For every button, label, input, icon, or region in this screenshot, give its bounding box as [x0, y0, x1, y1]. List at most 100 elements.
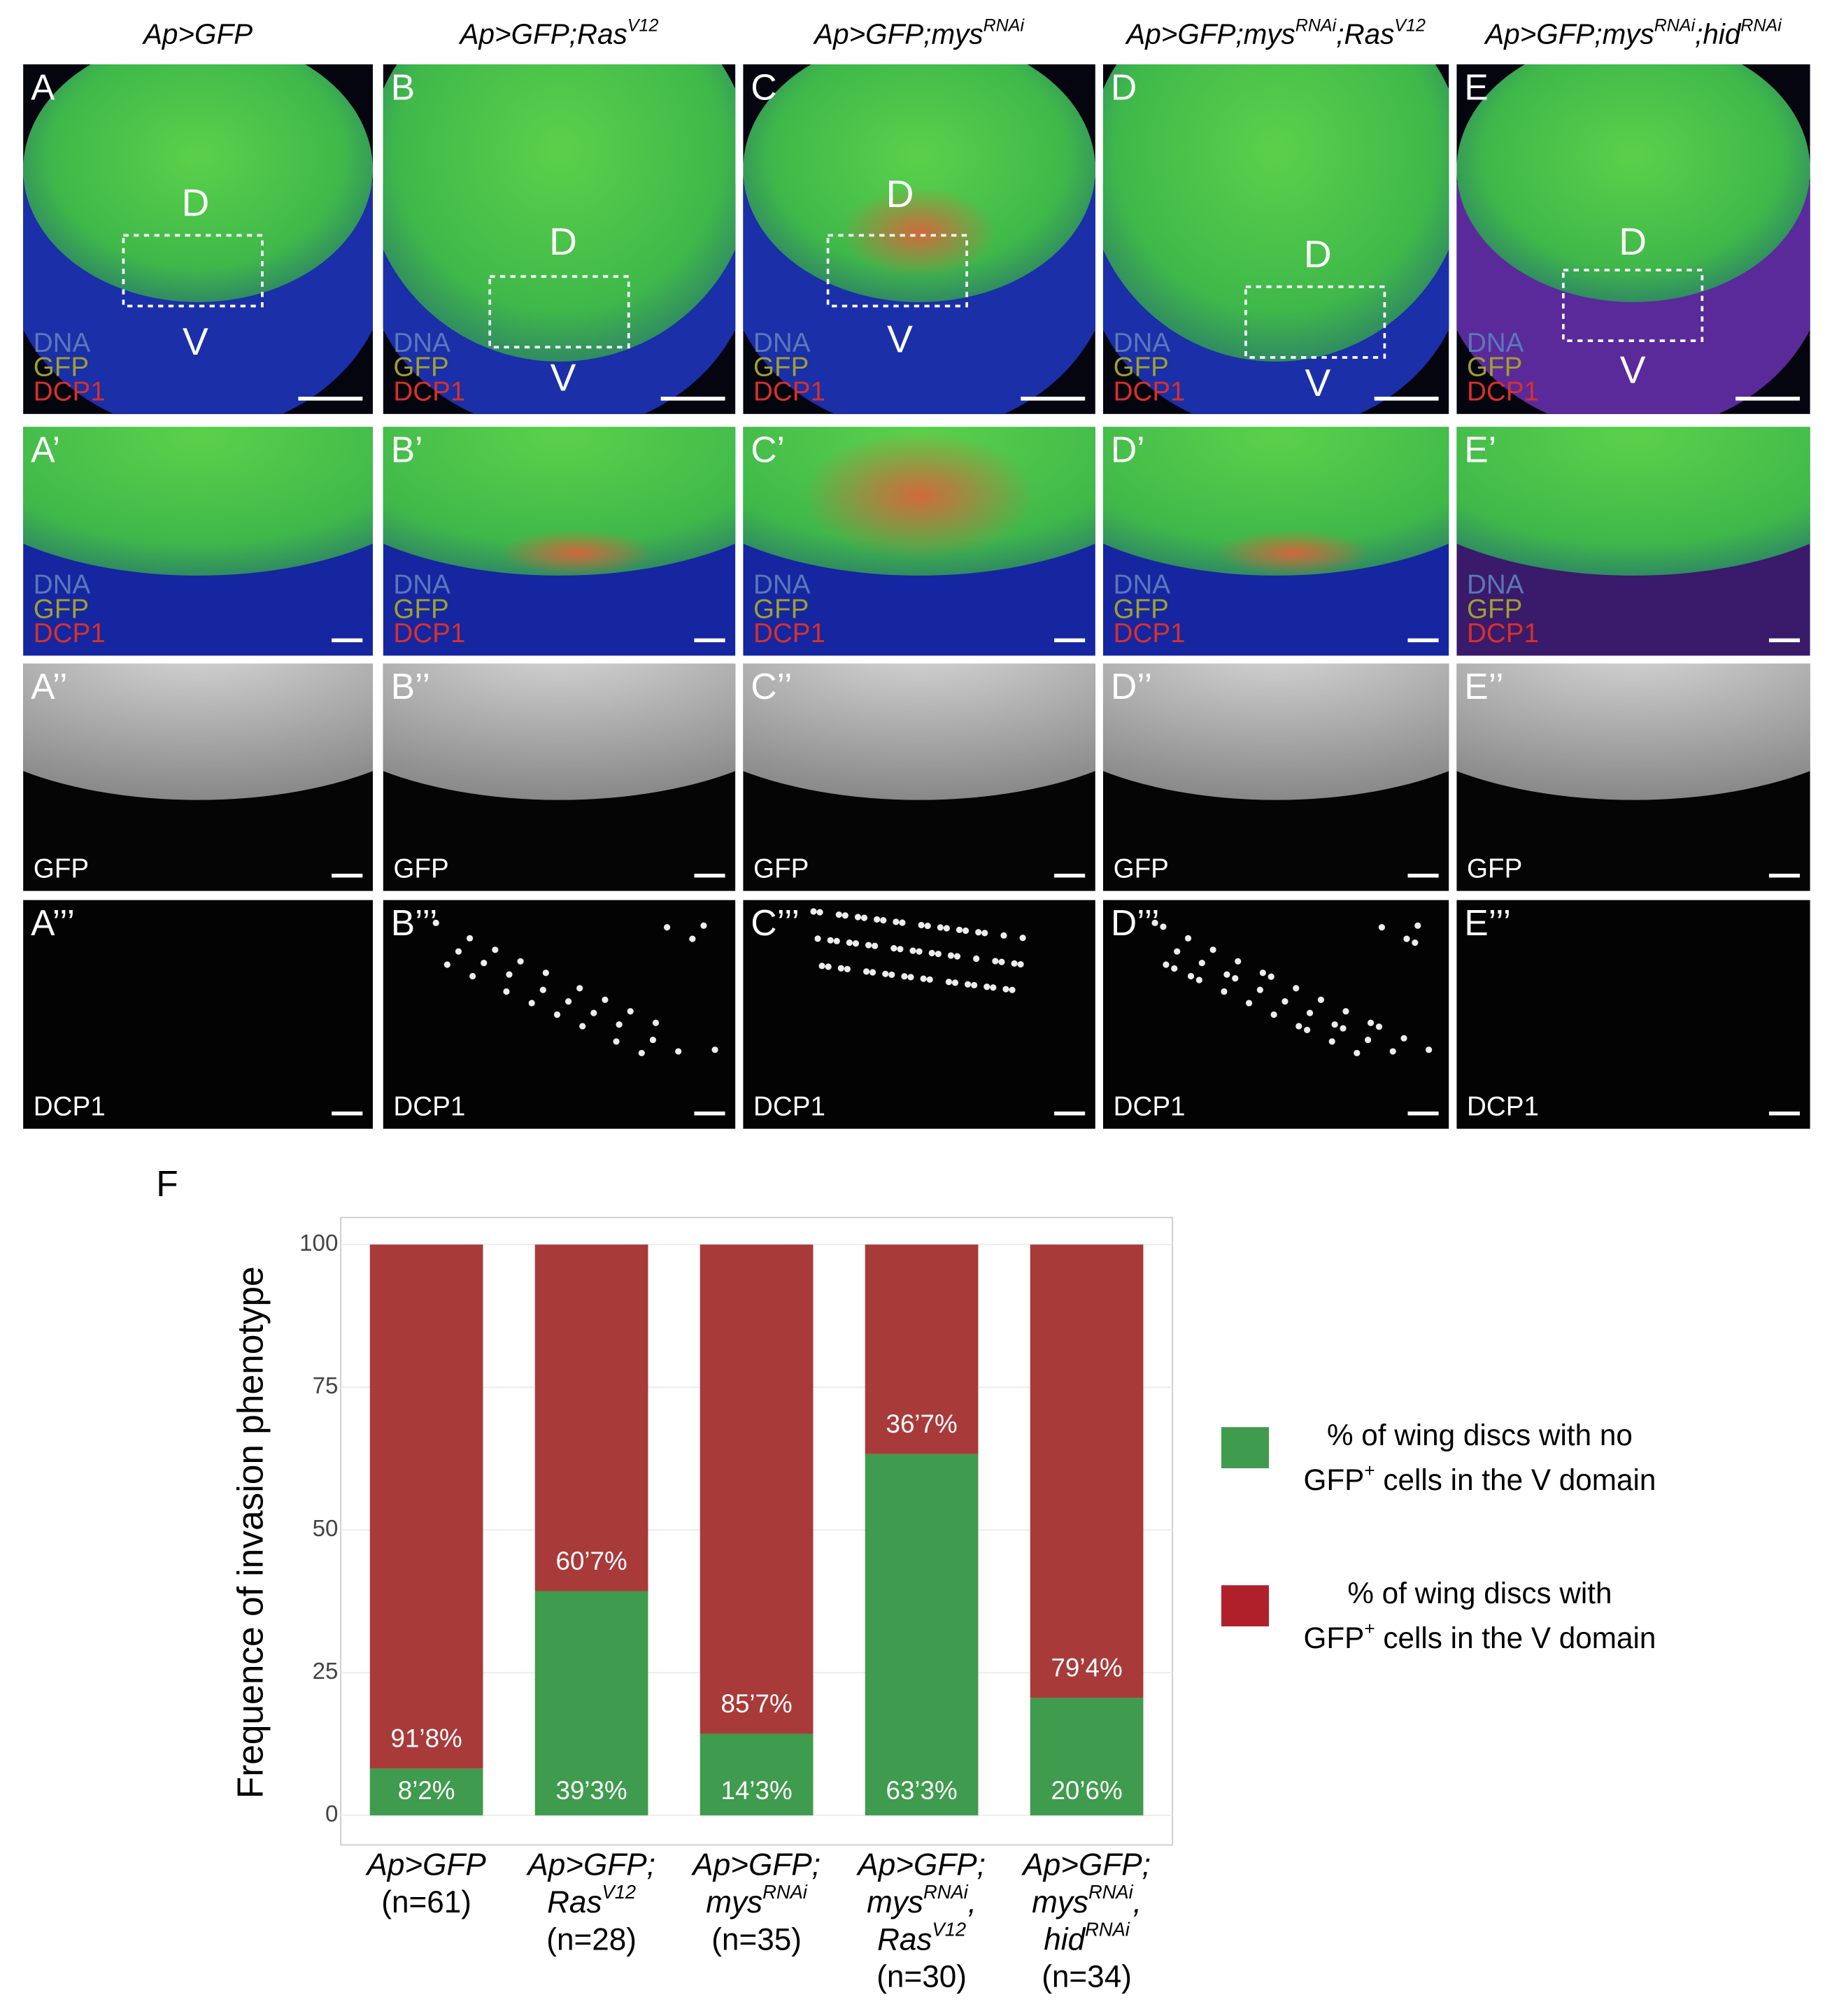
- dcp1-spot: [564, 998, 572, 1005]
- dcp1-spot: [455, 948, 462, 955]
- dcp1-spot: [1235, 958, 1242, 965]
- inset-box: [1244, 285, 1386, 359]
- panel-letter: D’’’: [1111, 902, 1160, 943]
- bar-segment: [369, 1768, 483, 1816]
- dcp1-spot: [1198, 960, 1205, 967]
- dcp1-spot: [992, 958, 999, 965]
- column-title: Ap>GFP;mysRNAi: [813, 15, 1025, 50]
- dcp1-spot: [711, 1046, 718, 1053]
- dcp1-spot: [956, 926, 963, 933]
- micrograph: [383, 64, 736, 414]
- dcp1-spot: [951, 979, 959, 986]
- domain-label: D: [1619, 220, 1647, 263]
- value-label: 85’7%: [721, 1689, 793, 1718]
- dcp1-spot: [825, 963, 832, 970]
- channel-label: DCP1: [393, 1092, 465, 1122]
- bar-segment: [534, 1591, 648, 1816]
- dcp1-spot: [947, 952, 955, 959]
- dcp1-spot: [539, 986, 546, 993]
- x-tick-label: (n=30): [876, 1959, 967, 1994]
- text-segment: Ap>GFP: [142, 17, 253, 50]
- value-label: 20’6%: [1051, 1776, 1122, 1805]
- panel-letter: E’: [1464, 430, 1496, 470]
- channel-label: DCP1: [1467, 1092, 1539, 1122]
- text-segment: ,: [968, 1885, 977, 1919]
- value-label: 60’7%: [556, 1547, 627, 1575]
- channel-label: DNA: [753, 569, 811, 599]
- gfp-domain: [1456, 64, 1810, 302]
- dcp1-spot: [1304, 1026, 1311, 1034]
- channel-label: DCP1: [753, 377, 825, 407]
- panel-letter: B’’: [391, 666, 430, 707]
- dcp1-spot: [833, 937, 840, 944]
- channel-label: GFP: [393, 594, 448, 624]
- channel-label: DNA: [393, 328, 450, 358]
- dcp1-spot: [1270, 1011, 1277, 1018]
- dcp1-spot: [1011, 960, 1018, 967]
- panel-letter: C’’: [751, 666, 792, 707]
- superscript: RNAi: [1085, 1918, 1130, 1940]
- dcp1-spot: [846, 939, 853, 946]
- dcp1-spot: [432, 919, 439, 926]
- panel-letter: B: [391, 66, 415, 107]
- gfp-domain: [23, 427, 373, 576]
- channel-label: GFP: [34, 854, 89, 884]
- text-segment: ,: [1133, 1885, 1142, 1919]
- dcp1-spot: [1209, 946, 1216, 953]
- panel-letter: B’’’: [391, 902, 438, 943]
- dcp1-spot: [1331, 1021, 1338, 1028]
- dcp1-spot: [1019, 935, 1026, 942]
- channel-label: DCP1: [1467, 618, 1539, 648]
- micrograph: [23, 427, 373, 656]
- gfp-domain: [1456, 427, 1810, 576]
- dcp1-spot: [1009, 986, 1016, 993]
- dcp1-spot: [503, 988, 510, 995]
- channel-label: GFP: [1114, 353, 1169, 383]
- dcp1-spot: [852, 940, 860, 947]
- x-tick-label: (n=35): [711, 1922, 802, 1957]
- dcp1-spot: [481, 960, 488, 967]
- micrograph: [743, 64, 1095, 414]
- dcp1-spot: [909, 947, 916, 954]
- x-tick-label: (n=34): [1042, 1959, 1132, 1994]
- text-segment: Ap>GFP;mys: [813, 17, 983, 50]
- panel-letter: A’’: [31, 666, 67, 707]
- domain-label: V: [1305, 361, 1330, 404]
- panel-letter: E’’: [1464, 666, 1503, 707]
- dcp1-spot: [517, 958, 524, 965]
- panel-letter: D: [1111, 66, 1137, 107]
- dcp1-spot: [907, 974, 914, 981]
- gfp-signal: [1456, 663, 1810, 800]
- text-segment: cells in the V domain: [1375, 1463, 1656, 1496]
- dcp1-spot: [1259, 970, 1266, 977]
- superscript: V12: [627, 15, 659, 35]
- dcp1-spot: [576, 985, 583, 992]
- domain-label: V: [887, 318, 913, 361]
- micrograph: [23, 64, 373, 414]
- dcp1-spot: [818, 963, 825, 970]
- dcp1-spot: [975, 929, 982, 936]
- dcp1-spot: [1375, 1023, 1383, 1030]
- dcp1-spot: [860, 914, 868, 921]
- column-title: Ap>GFP;mysRNAi;RasV12: [1125, 15, 1426, 50]
- value-label: 79’4%: [1051, 1653, 1122, 1682]
- dcp1-spot: [1195, 977, 1202, 984]
- text-segment: ;Ras: [1336, 17, 1394, 50]
- dcp1-spot: [1151, 919, 1158, 926]
- channel-label: DCP1: [34, 1092, 106, 1122]
- superscript: +: [1364, 1460, 1375, 1481]
- dcp1-spot: [1017, 960, 1024, 968]
- dcp1-spot: [810, 908, 817, 915]
- dcp1-spot: [844, 965, 851, 973]
- dcp1-spot: [835, 911, 842, 918]
- value-label: 14’3%: [721, 1776, 793, 1805]
- channel-label: DNA: [1467, 328, 1524, 358]
- text-segment: Ap>GFP;: [690, 1847, 821, 1882]
- panel-letter: E’’’: [1464, 902, 1511, 943]
- panel-letter: C’: [751, 430, 785, 470]
- dcp1-spot: [1281, 998, 1288, 1005]
- dcp1-spot: [1365, 1036, 1372, 1044]
- dcp1-spot: [1221, 988, 1228, 995]
- bar-segment: [1030, 1244, 1144, 1698]
